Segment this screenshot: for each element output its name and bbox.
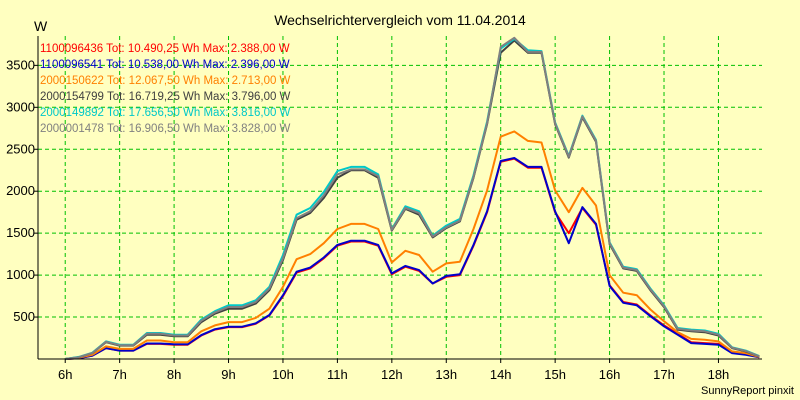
x-tick-label: 12h — [381, 367, 403, 382]
chart-title: Wechselrichtervergleich vom 11.04.2014 — [274, 12, 526, 28]
y-tick-label: 1000 — [6, 267, 35, 282]
legend: 1100096436 Tot: 10.490,25 Wh Max: 2.388,… — [40, 43, 291, 135]
series-line-2000150622 — [65, 130, 760, 360]
legend-entry-1100096436: 1100096436 Tot: 10.490,25 Wh Max: 2.388,… — [40, 43, 290, 55]
x-tick-label: 13h — [435, 367, 457, 382]
x-axis-ticks: 6h 7h 8h 9h 10h 11h 12h 13h 14h 15h 16h 17h 18h — [58, 359, 729, 382]
y-tick-label: 3000 — [6, 99, 35, 114]
legend-entry-2000154799: 2000154799 Tot: 16.719,25 Wh Max: 3.796,… — [40, 91, 291, 103]
y-axis-unit-label: W — [34, 18, 48, 34]
y-tick-label: 2500 — [6, 141, 35, 156]
x-tick-label: 9h — [221, 367, 235, 382]
y-tick-label: 1500 — [6, 225, 35, 240]
x-tick-label: 18h — [708, 367, 730, 382]
x-tick-label: 16h — [599, 367, 621, 382]
x-tick-label: 15h — [544, 367, 566, 382]
x-tick-label: 7h — [112, 367, 126, 382]
x-tick-label: 11h — [327, 367, 348, 382]
x-tick-label: 6h — [58, 367, 72, 382]
x-tick-label: 10h — [272, 367, 294, 382]
x-tick-label: 17h — [653, 367, 675, 382]
legend-entry-2000149892: 2000149892 Tot: 17.656,50 Wh Max: 3.816,… — [40, 107, 291, 119]
x-tick-label: 8h — [167, 367, 181, 382]
legend-entry-2000150622: 2000150622 Tot: 12.067,50 Wh Max: 2.713,… — [40, 75, 291, 87]
y-tick-label: 2000 — [6, 183, 35, 198]
y-axis-ticks: 500 1000 1500 2000 2500 3000 3500 — [6, 57, 38, 324]
y-tick-label: 500 — [13, 309, 35, 324]
x-tick-label: 14h — [490, 367, 512, 382]
series-line-2000001478 — [65, 36, 760, 360]
legend-entry-1100096541: 1100096541 Tot: 10.538,00 Wh Max: 2.396,… — [40, 59, 290, 71]
legend-entry-2000001478: 2000001478 Tot: 16.906,50 Wh Max: 3.828,… — [40, 123, 291, 135]
axes — [37, 36, 762, 360]
series-line-1100096541 — [65, 157, 760, 360]
series-lines — [65, 36, 760, 360]
y-tick-label: 3500 — [6, 57, 35, 72]
credit-label: SunnyReport pinxit — [701, 385, 794, 397]
